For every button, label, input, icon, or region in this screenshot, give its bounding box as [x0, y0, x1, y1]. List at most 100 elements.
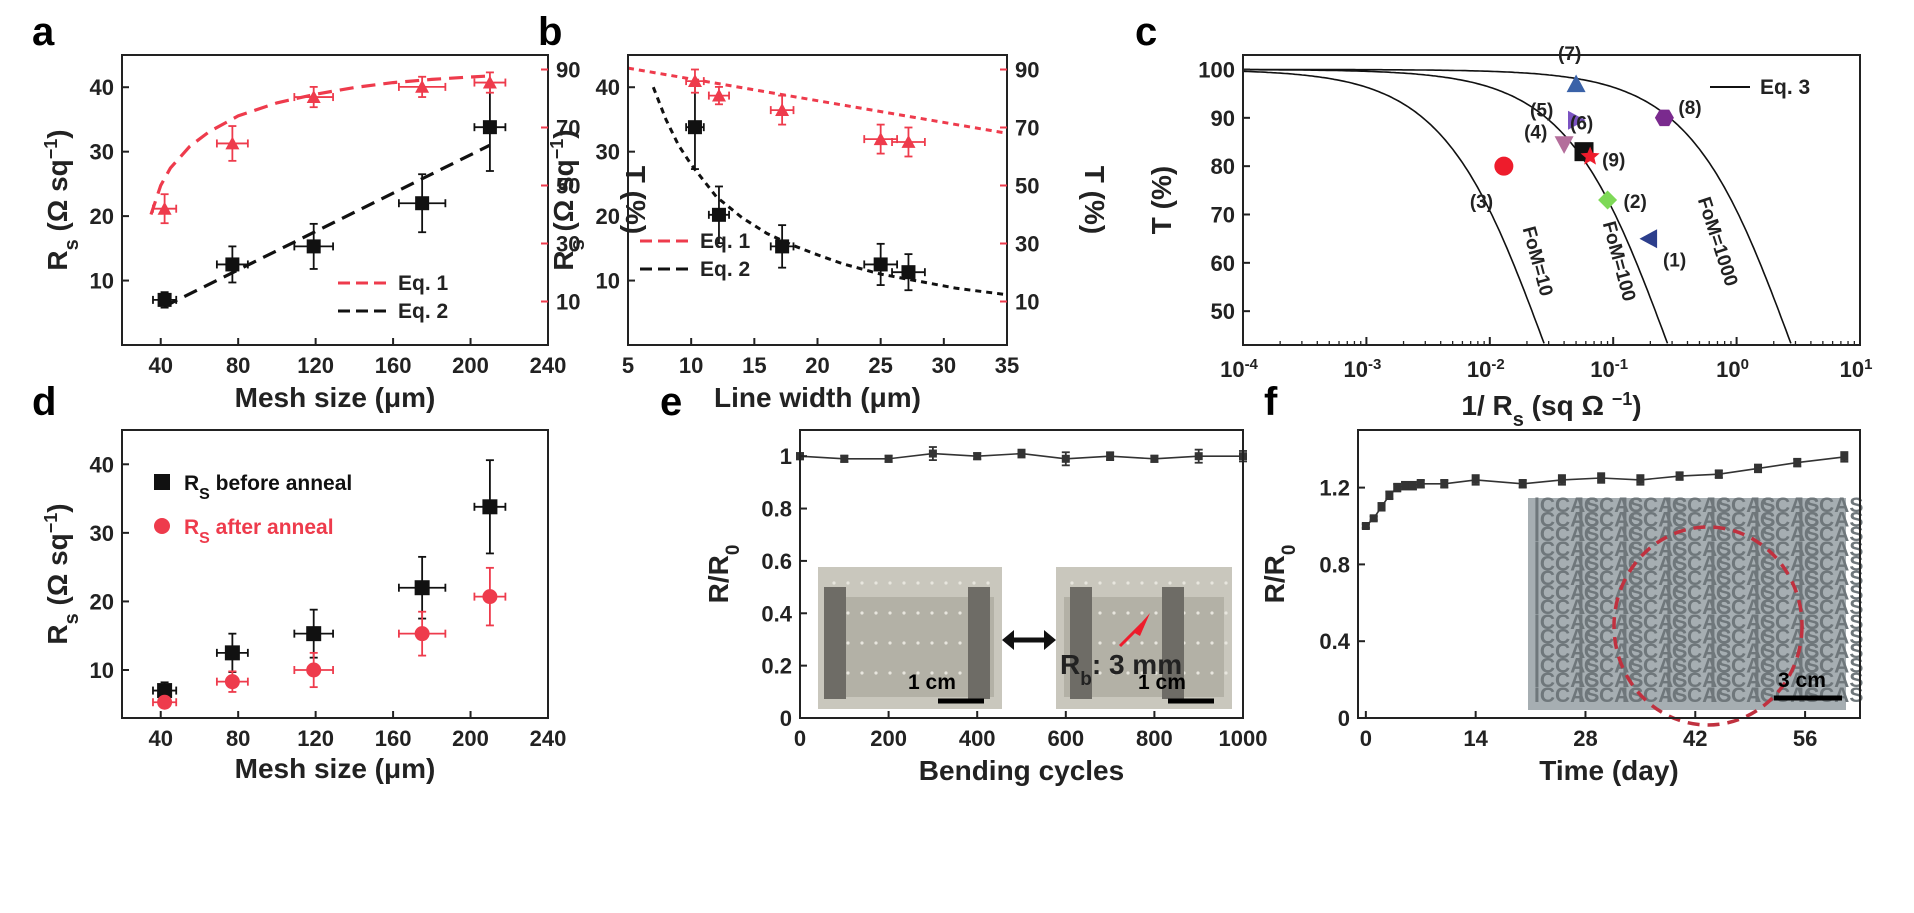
a-y2tick-label: 90 [556, 58, 580, 83]
e-inset-dot [1140, 581, 1144, 585]
e-inset-dot [1126, 581, 1130, 585]
e-inset-clamp [1070, 587, 1092, 699]
f-inset-text: ICCAS [1534, 640, 1599, 663]
f-inset-text: ICCAS [1622, 538, 1687, 561]
a-xtick-label: 120 [297, 353, 334, 378]
e-inset-dot [1224, 581, 1228, 585]
f-inset-text: ICCAS [1578, 538, 1643, 561]
e-inset-dot [1126, 641, 1130, 645]
e-inset-dot [972, 581, 976, 585]
e-inset-dot [874, 671, 878, 675]
b-point-rs [873, 257, 888, 272]
f-inset-text: ICCAS [1754, 494, 1819, 517]
e-inset-dot [1224, 611, 1228, 615]
f-inset-text: ICCAS [1578, 494, 1643, 517]
f-inset-text: ICCAS [1754, 523, 1819, 546]
b-xtick-label: 25 [868, 353, 892, 378]
e-inset-dot [888, 641, 892, 645]
f-inset-text: ICCAS [1622, 523, 1687, 546]
f-inset-text: ICCAS [1534, 684, 1599, 707]
e-inset-dot [1112, 581, 1116, 585]
f-inset-text: ICCAS [1578, 582, 1643, 605]
f-inset-text: ICCAS [1798, 509, 1863, 532]
e-inset-dot [1112, 671, 1116, 675]
b-point-t [775, 103, 790, 116]
a-point-t [415, 79, 430, 93]
e-inset-dot [860, 581, 864, 585]
f-xtick-label: 0 [1360, 726, 1372, 751]
e-inset-dot [860, 611, 864, 615]
f-inset-text: ICCAS [1710, 655, 1775, 678]
e-xlabel: Bending cycles [919, 755, 1124, 786]
f-inset-text: ICCAS [1622, 567, 1687, 590]
f-inset-text: ICCAS [1798, 582, 1863, 605]
a-y2tick-label: 70 [556, 116, 580, 141]
f-inset-text: ICCAS [1534, 552, 1599, 575]
c-xtick-label: 10-4 [1220, 356, 1258, 383]
f-inset-text: ICCAS [1534, 523, 1599, 546]
e-inset-dot [1140, 641, 1144, 645]
f-inset-text: ICCAS [1798, 625, 1863, 648]
e-inset-dot [1098, 671, 1102, 675]
f-xtick-label: 42 [1683, 726, 1707, 751]
f-inset-text: ICCAS [1754, 669, 1819, 692]
b-ytick-label: 40 [596, 75, 620, 100]
b-curve-eq1 [627, 66, 1008, 135]
f-inset-text: ICCAS [1798, 538, 1863, 561]
c-fom-label: FoM=1000 [1693, 195, 1742, 289]
e-point [928, 449, 937, 458]
c-xlabel: 1/ Rs (sq Ω −1) [1461, 389, 1641, 431]
f-inset-text: ICCAS [1534, 538, 1599, 561]
d-point-before [414, 580, 430, 596]
f-scale-label: 3 cm [1778, 669, 1826, 692]
f-inset-text: ICCAS [1754, 655, 1819, 678]
a-xlabel: Mesh size (μm) [235, 382, 436, 413]
f-inset-text: ICCAS [1534, 567, 1599, 590]
c-xtick-label: 101 [1840, 356, 1873, 383]
e-ytick-label: 1 [780, 444, 792, 469]
e-inset-dot [958, 671, 962, 675]
f-inset-circle [1612, 525, 1804, 727]
d-ytick-label: 20 [90, 589, 114, 614]
c-point [1598, 190, 1618, 210]
c-point-label: (8) [1678, 98, 1701, 119]
b-xtick-label: 30 [932, 353, 956, 378]
f-inset-text: ICCAS [1666, 640, 1731, 663]
f-inset-text: ICCAS [1578, 552, 1643, 575]
e-inset-dot [930, 641, 934, 645]
f-inset-text: ICCAS [1798, 684, 1863, 707]
e-inset-dot [902, 611, 906, 615]
f-inset-text: ICCAS [1622, 582, 1687, 605]
b-y2tick-label: 30 [1015, 232, 1039, 257]
c-point [1554, 136, 1574, 154]
d-point-before [157, 683, 173, 699]
f-point [1393, 483, 1402, 492]
b-y2tick-label: 10 [1015, 290, 1039, 315]
e-inset-dot [1126, 671, 1130, 675]
f-inset-text: ICCAS [1666, 655, 1731, 678]
f-inset-text: ICCAS [1534, 655, 1599, 678]
f-xtick-label: 28 [1573, 726, 1597, 751]
d-legend-label: RS before anneal [184, 472, 352, 503]
e-inset-dot [874, 611, 878, 615]
a-ytick-label: 10 [90, 269, 114, 294]
e-point [1194, 452, 1203, 461]
f-inset-text: ICCAS [1534, 669, 1599, 692]
f-inset-text: ICCAS [1710, 552, 1775, 575]
c-legend-label: Eq. 3 [1760, 76, 1810, 99]
f-point [1557, 475, 1566, 484]
panel-letter-b: b [538, 10, 562, 54]
c-fom-label: FoM=100 [1598, 219, 1639, 303]
f-inset-text: ICCAS [1578, 567, 1643, 590]
e-inset-plate [826, 597, 994, 697]
e-inset-dot [1182, 581, 1186, 585]
f-inset-text: ICCAS [1622, 596, 1687, 619]
e-xtick-label: 600 [1047, 726, 1084, 751]
f-inset-text: ICCAS [1798, 523, 1863, 546]
f-inset-text: ICCAS [1798, 494, 1863, 517]
f-inset-text: ICCAS [1710, 640, 1775, 663]
a-xtick-label: 200 [452, 353, 489, 378]
e-inset-dot [1126, 611, 1130, 615]
d-ytick-label: 30 [90, 521, 114, 546]
b-xtick-label: 35 [995, 353, 1019, 378]
